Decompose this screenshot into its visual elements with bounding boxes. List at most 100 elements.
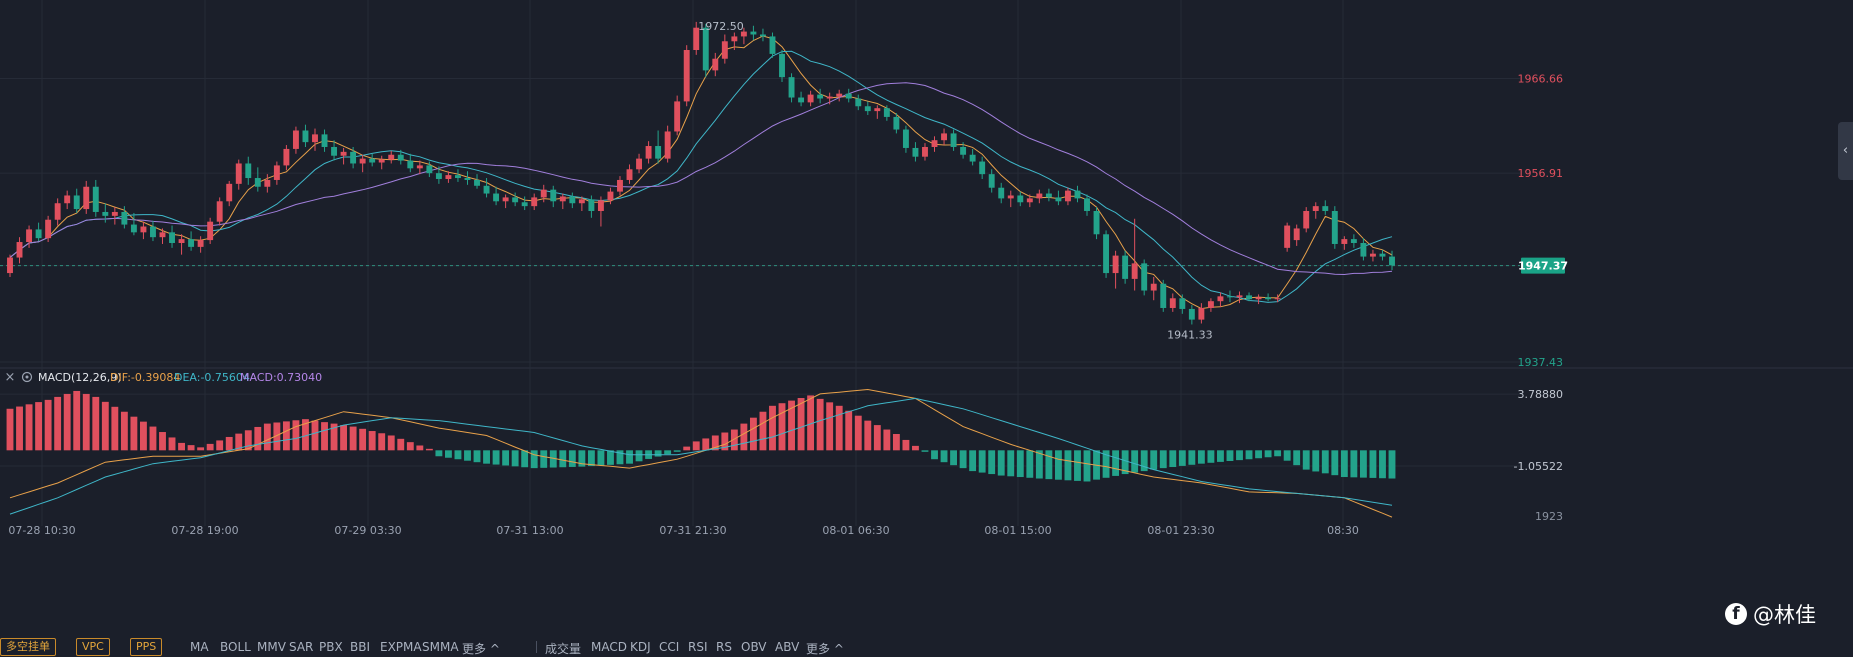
candle[interactable] [1064, 187, 1071, 206]
candle[interactable] [312, 128, 318, 151]
candle[interactable] [578, 196, 585, 211]
candle[interactable] [407, 153, 414, 173]
candle[interactable] [359, 154, 366, 173]
candle[interactable] [864, 101, 871, 115]
candle[interactable] [674, 95, 681, 136]
candle[interactable] [150, 220, 156, 242]
candle[interactable] [693, 21, 700, 55]
candle[interactable] [626, 164, 633, 184]
candle[interactable] [636, 153, 643, 174]
candle[interactable] [45, 215, 52, 243]
candle[interactable] [531, 193, 538, 211]
candle[interactable] [1188, 305, 1195, 325]
candle[interactable] [617, 176, 623, 196]
candle[interactable] [1179, 294, 1186, 314]
candle[interactable] [388, 150, 395, 164]
candle[interactable] [664, 125, 671, 163]
sub-indicator-8[interactable]: 更多 ^ [806, 642, 844, 656]
candle[interactable] [645, 141, 652, 164]
main-indicator-1[interactable]: BOLL [220, 640, 251, 654]
candle[interactable] [350, 146, 357, 169]
candle[interactable] [1255, 294, 1262, 305]
candle[interactable] [321, 129, 328, 152]
candle[interactable] [1074, 185, 1081, 203]
candle[interactable] [102, 203, 109, 223]
candle[interactable] [1007, 190, 1014, 208]
candle[interactable] [331, 140, 338, 161]
candle[interactable] [1341, 236, 1348, 250]
candle[interactable] [1207, 298, 1214, 312]
candle[interactable] [169, 225, 175, 248]
candle[interactable] [502, 194, 509, 209]
candle[interactable] [1236, 291, 1243, 304]
candle[interactable] [702, 23, 709, 78]
candle[interactable] [597, 196, 604, 227]
sub-indicator-5[interactable]: RS [716, 640, 732, 654]
candle[interactable] [1217, 292, 1224, 308]
candle[interactable] [1227, 290, 1233, 303]
candle[interactable] [455, 169, 461, 182]
candle[interactable] [1036, 189, 1043, 204]
candle[interactable] [483, 178, 490, 198]
candle[interactable] [216, 197, 223, 226]
candle[interactable] [340, 147, 347, 165]
candle[interactable] [464, 171, 471, 185]
candle[interactable] [7, 254, 13, 277]
long-short-orders-button[interactable]: 多空挂单 [0, 638, 56, 656]
candle[interactable] [712, 52, 719, 77]
candle[interactable] [550, 185, 557, 208]
close-icon[interactable]: × [5, 370, 16, 385]
candle[interactable] [1026, 194, 1033, 208]
candle[interactable] [226, 180, 233, 207]
candle[interactable] [969, 148, 976, 166]
candle[interactable] [1312, 202, 1319, 219]
candle[interactable] [779, 50, 785, 83]
candle[interactable] [1084, 194, 1090, 216]
candle[interactable] [426, 161, 433, 178]
sub-indicator-3[interactable]: CCI [659, 640, 680, 654]
sub-indicator-2[interactable]: KDJ [630, 640, 651, 654]
candle[interactable] [1389, 250, 1395, 271]
candle[interactable] [369, 153, 376, 167]
candle[interactable] [988, 169, 995, 193]
vpc-button[interactable]: VPC [76, 638, 110, 656]
candle[interactable] [416, 160, 423, 175]
candle[interactable] [1169, 293, 1176, 312]
candle[interactable] [874, 105, 881, 119]
candle[interactable] [569, 192, 576, 209]
sub-indicator-4[interactable]: RSI [688, 640, 708, 654]
candle[interactable] [788, 73, 795, 103]
sub-indicator-0[interactable]: 成交量 [545, 642, 582, 656]
candle[interactable] [235, 159, 242, 190]
candle[interactable] [750, 25, 757, 41]
candle[interactable] [445, 171, 452, 183]
settings-icon[interactable] [21, 371, 33, 383]
candle[interactable] [721, 34, 728, 64]
candle[interactable] [178, 234, 185, 255]
candle[interactable] [979, 156, 986, 179]
candle[interactable] [1274, 294, 1281, 303]
candle[interactable] [435, 166, 442, 184]
candle[interactable] [1112, 250, 1119, 289]
candle[interactable] [1198, 303, 1205, 324]
candle[interactable] [941, 128, 947, 146]
candle[interactable] [130, 212, 137, 236]
candle[interactable] [950, 129, 957, 151]
candle[interactable] [493, 186, 500, 206]
candle[interactable] [378, 155, 385, 170]
candle[interactable] [140, 221, 147, 240]
candle[interactable] [111, 207, 118, 225]
candle[interactable] [655, 130, 662, 164]
candle[interactable] [807, 90, 814, 107]
candle[interactable] [1265, 293, 1272, 302]
candle[interactable] [731, 32, 738, 51]
candle[interactable] [1360, 238, 1367, 261]
sub-indicator-6[interactable]: OBV [741, 640, 767, 654]
main-indicator-3[interactable]: SAR [289, 640, 314, 654]
candle[interactable] [16, 237, 23, 264]
candle[interactable] [1131, 218, 1138, 291]
candle[interactable] [245, 156, 252, 185]
collapse-panel-button[interactable]: ‹ [1838, 122, 1853, 180]
candle[interactable] [683, 45, 690, 107]
candle[interactable] [607, 187, 614, 205]
